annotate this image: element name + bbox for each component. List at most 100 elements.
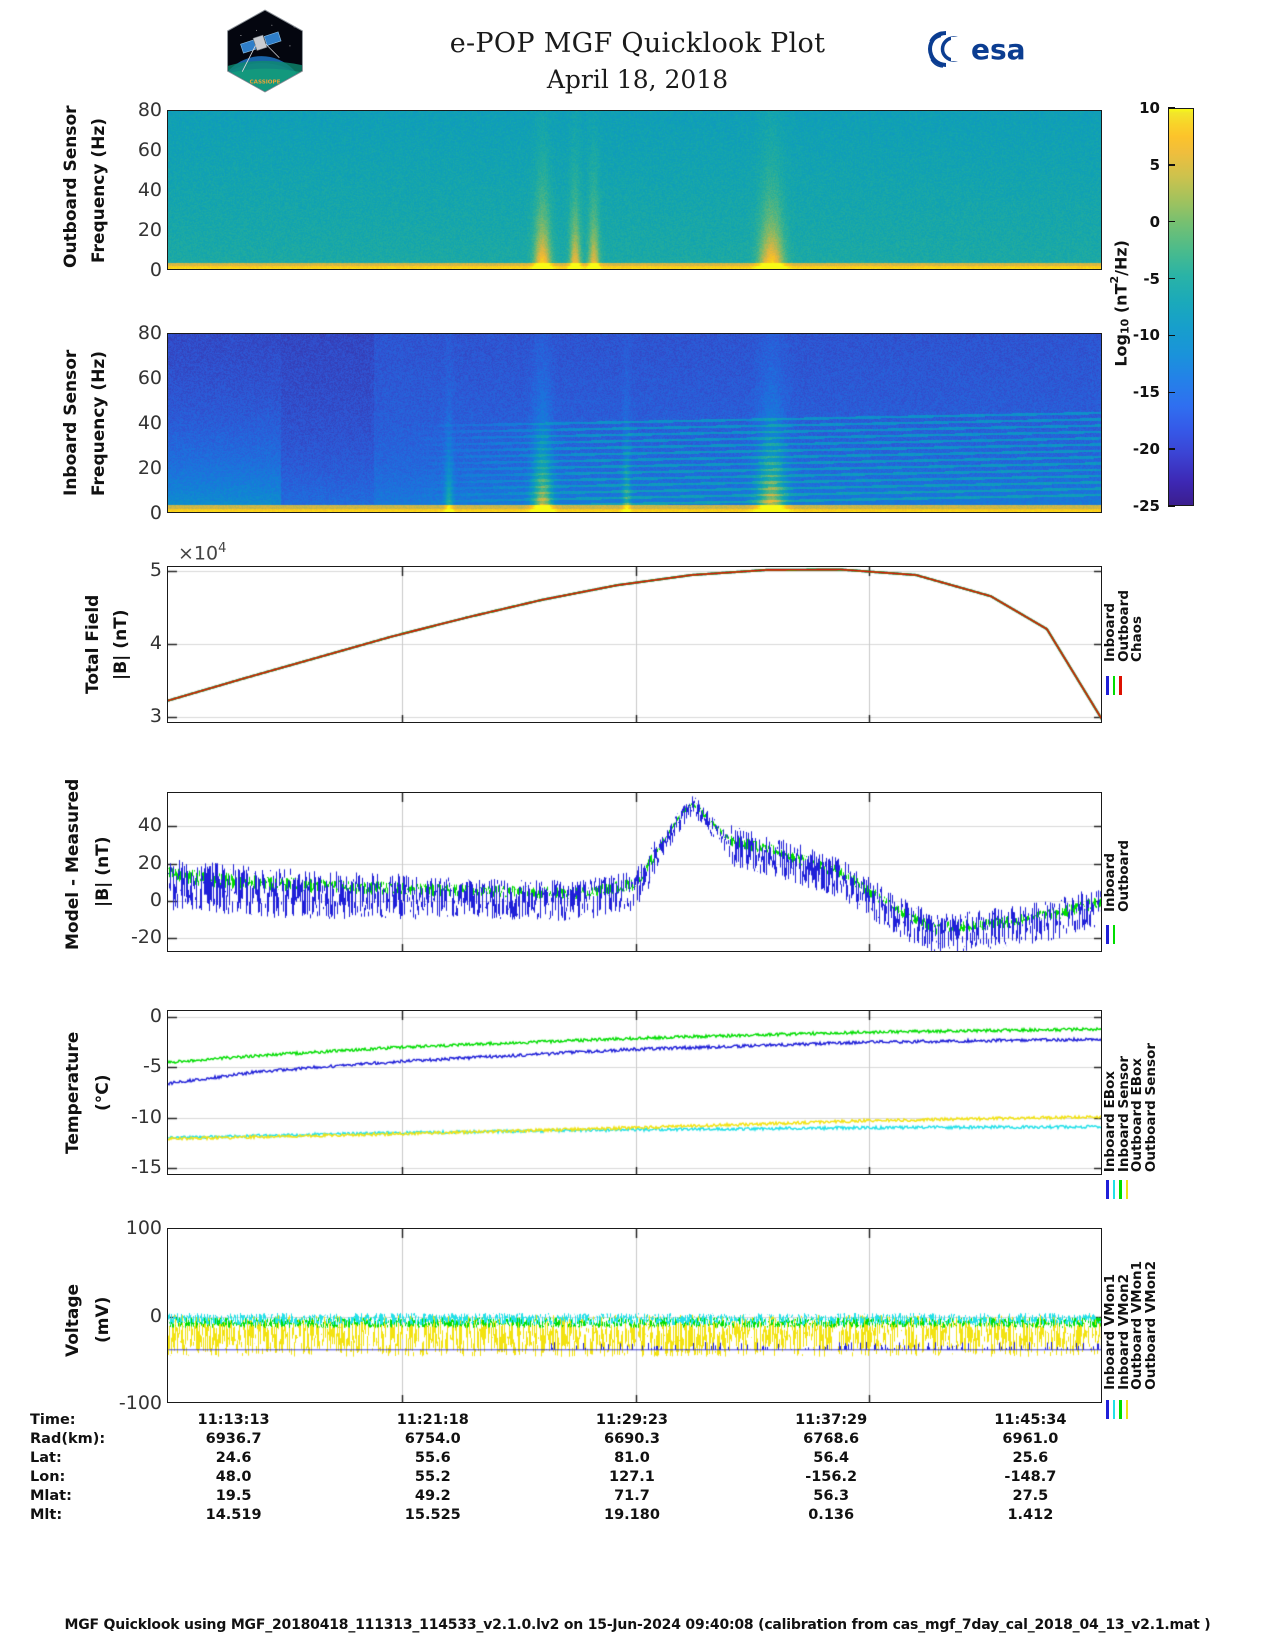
legend-voltage: Inboard VMon1 Inboard VMon2 Outboard VMon1… [1102,1240,1159,1390]
axes-total-field [167,566,1102,723]
info-table-row: Lon: 48.0 55.2 127.1 -156.2 -148.7 [30,1467,1130,1486]
legend-color-swatch [1119,1180,1122,1199]
ytick-label: 20 [137,219,162,241]
info-cell: 6690.3 [603,1430,660,1447]
ytick-label: 100 [125,1217,162,1239]
yticks-voltage: -100 0 100 [105,1217,162,1414]
ytick-label: -10 [130,1105,162,1128]
page-header: CASSIOPE e-POP MGF Quicklook Plot April … [0,0,1275,100]
colorbar-tick-mark [1168,391,1175,393]
ytick-label: 80 [137,99,162,121]
ylabel-outboard-sensor: Outboard Sensor [61,105,81,268]
info-cell: 71.7 [614,1487,650,1504]
colorbar-tick-mark [1168,334,1175,337]
panel-total-field [167,566,1102,723]
legend-color-swatch [1112,676,1116,695]
colorbar-tick-mark [1168,107,1175,109]
yticks-total-field: 3 4 5 [105,559,162,727]
info-table-row: Mlat: 19.5 49.2 71.7 56.3 27.5 [30,1486,1130,1505]
ytick-label: 0 [149,1005,162,1028]
legend-total-field: Inboard Outboard Chaos [1102,562,1145,662]
yticks-model-minus-measured: -20 0 20 40 [105,792,162,952]
panel-inboard-spectrogram [167,333,1102,513]
page-title: e-POP MGF Quicklook Plot [449,28,826,59]
ytick-label: 40 [137,814,162,837]
info-cell: 56.3 [813,1487,850,1504]
esa-logo: esa [925,28,1040,70]
legend-color-swatch [1106,676,1109,695]
info-row-label: Mlt: [30,1506,63,1523]
legend-color-swatch [1119,676,1122,695]
yticks-temperature: -15 -10 -5 0 [105,1005,162,1178]
info-cell: 15.525 [404,1506,461,1523]
axes-inboard-spectrogram [167,333,1102,513]
footer-text: MGF Quicklook using MGF_20180418_111313_… [64,1617,1211,1633]
orbit-info-table: Time: 11:13:13 11:21:18 11:29:23 11:37:29 11:… [30,1410,1130,1524]
colorbar-tick-label: 10 [1139,99,1160,117]
esa-logo-text: esa [971,33,1026,66]
colorbar-tick-label: 5 [1149,155,1160,174]
colorbar-tick-mark [1168,221,1175,223]
ytick-label: 0 [149,259,162,281]
info-cell: 127.1 [609,1468,655,1485]
colorbar-tick-mark [1168,164,1175,166]
colorbar-tick-label: -10 [1132,326,1160,345]
ylabel-voltage: Voltage [63,1283,83,1357]
ytick-label: 40 [137,412,162,434]
colorbar-tick-mark [1168,448,1175,450]
colorbar-label: Log10 (nT2/Hz) [1108,240,1132,367]
mission-logo-text: CASSIOPE [250,80,281,86]
colorbar-tick-label: 0 [1149,212,1160,231]
colorbar-tick-label: -15 [1132,383,1160,402]
info-cell: 6768.6 [803,1430,860,1447]
legend-color-swatch [1125,1180,1129,1199]
ytick-label: 20 [137,851,162,874]
legend-model-minus-measured: Inboard Outboard [1102,826,1132,912]
legend-color-swatch [1112,1400,1116,1419]
legend-swatches-temperature [1106,1180,1129,1199]
legend-swatches-voltage [1106,1400,1129,1419]
info-table-row: Time: 11:13:13 11:21:18 11:29:23 11:37:29 11:… [30,1410,1130,1429]
info-cell: 56.4 [813,1449,850,1466]
info-cell: 11:45:34 [994,1411,1067,1428]
info-row-label: Rad(km): [30,1430,106,1447]
legend-label: Outboard Sensor [1142,1042,1159,1172]
info-cell: 55.6 [414,1449,451,1466]
ylabel-model-measured: Model - Measured [63,778,83,950]
ytick-label: 20 [137,457,162,479]
ytick-label: 60 [137,139,162,161]
ytick-label: 60 [137,367,162,389]
ytick-label: 4 [149,631,162,654]
legend-color-swatch [1106,925,1109,944]
colorbar-tick-label: -25 [1132,497,1160,515]
info-cell: 1.412 [1007,1506,1054,1523]
info-cell: 6754.0 [404,1430,461,1447]
legend-swatches-model-minus-measured [1106,925,1116,944]
legend-temperature: Inboard EBox Inboard Sensor Outboard EBox O… [1102,1024,1159,1172]
panel-outboard-spectrogram [167,110,1102,270]
total-field-exponent: ×104 [178,541,227,565]
info-row-label: Lat: [30,1449,62,1466]
ytick-label: -15 [130,1155,162,1178]
title-block: e-POP MGF Quicklook Plot April 18, 2018 [0,28,1275,94]
ytick-label: 5 [149,558,162,581]
info-table-row: Lat: 24.6 55.6 81.0 56.4 25.6 [30,1448,1130,1467]
legend-label: Outboard [1115,840,1132,912]
info-cell: 81.0 [614,1449,650,1466]
yticks-outboard-spectrogram: 0 20 40 60 80 [105,99,162,281]
legend-color-swatch [1112,925,1116,944]
ytick-label: -5 [143,1055,162,1078]
info-cell: 11:13:13 [197,1411,270,1428]
axes-voltage [167,1228,1102,1403]
info-cell: 19.180 [603,1506,660,1523]
info-table-row: Rad(km): 6936.7 6754.0 6690.3 6768.6 6961.0 [30,1429,1130,1448]
info-cell: 49.2 [414,1487,451,1504]
ytick-label: 3 [149,704,162,727]
info-cell: -156.2 [805,1468,858,1485]
yticks-inboard-spectrogram: 0 20 40 60 80 [105,322,162,524]
legend-color-swatch [1106,1180,1109,1199]
info-cell: 0.136 [808,1506,855,1523]
info-table: Time: 11:13:13 11:21:18 11:29:23 11:37:29 11:… [0,1410,1275,1524]
axes-model-minus-measured [167,792,1102,952]
info-row-label: Lon: [30,1468,66,1485]
